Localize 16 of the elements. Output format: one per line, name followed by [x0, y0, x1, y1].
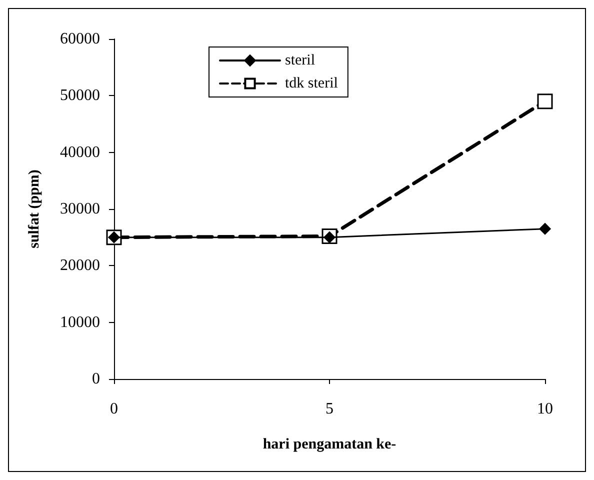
- y-axis-title: sulfat (ppm): [26, 170, 42, 248]
- y-tick-label: 10000: [60, 314, 100, 331]
- x-tick-label: 0: [110, 400, 118, 418]
- y-tick-label: 50000: [60, 87, 100, 104]
- y-tick-label: 0: [92, 370, 100, 388]
- y-tick-label: 40000: [60, 144, 100, 161]
- legend-label: tdk steril: [285, 76, 338, 92]
- x-tick-label: 10: [537, 400, 553, 418]
- legend-label: steril: [285, 52, 315, 68]
- x-axis-title: hari pengamatan ke-: [262, 436, 396, 452]
- y-tick-label: 60000: [60, 30, 100, 48]
- point: [537, 94, 553, 110]
- point: [539, 223, 551, 235]
- y-tick-label: 30000: [60, 200, 100, 218]
- x-tick-label: 5: [326, 400, 334, 418]
- y-tick-label: 20000: [60, 257, 100, 274]
